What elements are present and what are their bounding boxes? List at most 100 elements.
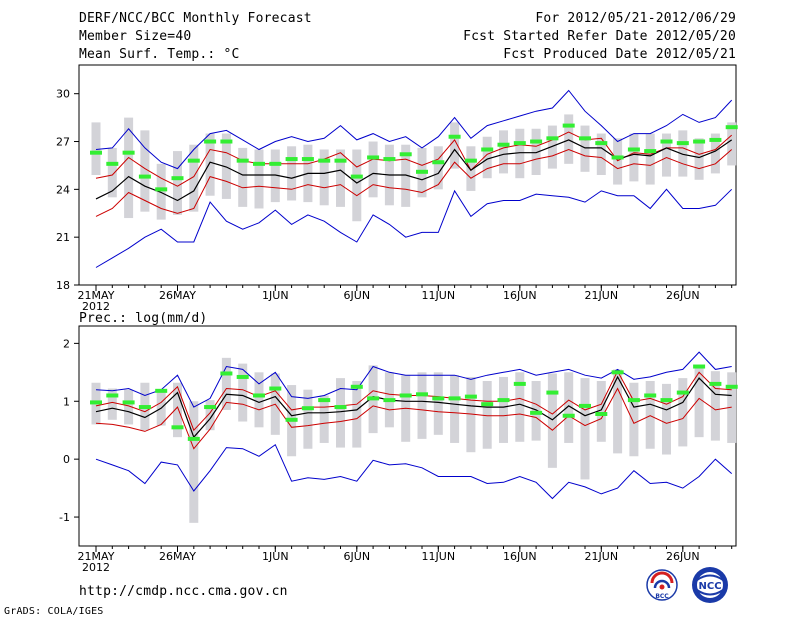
median-marker bbox=[253, 161, 265, 166]
x-tick-label: 16JUN bbox=[503, 550, 537, 563]
refer-date: Fcst Started Refer Date 2012/05/20 bbox=[463, 29, 736, 44]
ensemble-box bbox=[450, 122, 460, 169]
median-marker bbox=[220, 139, 233, 144]
ensemble-box bbox=[645, 381, 655, 449]
ensemble-box bbox=[156, 163, 166, 220]
median-marker bbox=[350, 384, 363, 389]
median-marker bbox=[432, 396, 445, 401]
median-marker bbox=[693, 364, 706, 369]
ensemble-box bbox=[466, 376, 476, 453]
median-marker bbox=[611, 370, 624, 375]
y-tick-label: 18 bbox=[56, 279, 70, 292]
median-marker bbox=[90, 400, 102, 405]
y-tick-label: 0 bbox=[63, 453, 70, 466]
ensemble-box bbox=[221, 133, 231, 199]
median-marker bbox=[155, 187, 168, 192]
ensemble-box bbox=[499, 376, 508, 443]
median-marker bbox=[122, 150, 135, 155]
mean-line bbox=[95, 139, 733, 202]
x-tick-label: 26JUN bbox=[666, 550, 700, 563]
ensemble-box bbox=[727, 372, 737, 443]
y-tick-label: 21 bbox=[56, 231, 70, 244]
median-marker bbox=[416, 169, 428, 174]
ensemble-box bbox=[238, 147, 248, 207]
x-tick-label: 21MAY bbox=[78, 550, 115, 563]
ensemble-box bbox=[352, 381, 362, 448]
ensemble-box bbox=[629, 382, 639, 457]
ensemble-box bbox=[401, 144, 411, 207]
ensemble-box bbox=[482, 381, 492, 449]
ensemble-box bbox=[466, 146, 476, 191]
ensemble-box bbox=[319, 395, 329, 443]
median-marker bbox=[611, 155, 624, 160]
bcc-logo: BCC bbox=[646, 569, 678, 601]
median-marker bbox=[138, 405, 151, 410]
median-marker bbox=[448, 396, 461, 401]
ensemble-box bbox=[205, 400, 215, 431]
x-tick-label: 26JUN bbox=[666, 289, 700, 302]
precip-label: Prec.: log(mm/d) bbox=[79, 311, 208, 326]
median-marker bbox=[383, 398, 396, 403]
x-year-label: 2012 bbox=[82, 300, 110, 313]
q25-line bbox=[95, 387, 732, 450]
max-line bbox=[95, 443, 733, 500]
median-marker bbox=[301, 157, 314, 162]
median-marker bbox=[236, 374, 249, 379]
q75-line bbox=[95, 370, 732, 432]
x-tick-label: 21MAY bbox=[78, 289, 115, 302]
temperature-panel: 18 21 24 27 30 21MAY 26MAY 1JUN 6JUN 11JUN 16JUN 21… bbox=[56, 64, 738, 313]
median-marker bbox=[350, 174, 363, 179]
ensemble-box bbox=[173, 151, 182, 215]
median-marker bbox=[106, 393, 119, 398]
median-marker bbox=[497, 142, 510, 147]
median-marker bbox=[709, 381, 722, 386]
bcc-logo-text: BCC bbox=[655, 593, 669, 600]
median-marker bbox=[546, 390, 559, 395]
ncc-logo: NCC bbox=[692, 567, 728, 603]
median-marker bbox=[399, 393, 412, 398]
ensemble-box bbox=[303, 389, 313, 449]
upper-line bbox=[95, 351, 732, 408]
ensemble-box bbox=[287, 146, 297, 201]
x-tick-label: 11JUN bbox=[422, 550, 456, 563]
ensemble-box bbox=[596, 381, 606, 442]
median-marker bbox=[562, 413, 575, 418]
median-marker bbox=[562, 123, 575, 128]
median-marker bbox=[155, 388, 168, 393]
y-tick-label: -1 bbox=[59, 511, 70, 524]
ensemble-box bbox=[482, 136, 492, 179]
ensemble-box bbox=[336, 378, 345, 448]
ensemble-box bbox=[433, 146, 443, 190]
x-tick-label: 1JUN bbox=[262, 550, 289, 563]
ensemble-box bbox=[580, 378, 590, 480]
y-tick-label: 27 bbox=[56, 136, 70, 149]
median-marker bbox=[464, 158, 477, 163]
ensemble-box bbox=[547, 373, 557, 468]
median-marker bbox=[171, 176, 184, 181]
median-marker bbox=[725, 125, 738, 130]
ensemble-box bbox=[189, 144, 199, 212]
ensemble-box bbox=[678, 130, 688, 177]
ensemble-box bbox=[645, 133, 655, 185]
median-marker bbox=[220, 371, 233, 376]
median-marker bbox=[269, 386, 282, 391]
median-marker bbox=[318, 398, 331, 403]
median-marker bbox=[187, 158, 200, 163]
median-marker bbox=[709, 137, 722, 142]
median-marker bbox=[383, 157, 396, 162]
median-marker bbox=[367, 155, 380, 160]
x-tick-label: 6JUN bbox=[344, 289, 371, 302]
x-tick-label: 11JUN bbox=[422, 289, 456, 302]
median-marker bbox=[513, 141, 526, 146]
ensemble-box bbox=[564, 114, 574, 164]
ensemble-box bbox=[124, 389, 134, 425]
ensemble-box bbox=[173, 382, 182, 438]
median-marker bbox=[285, 157, 298, 162]
median-marker bbox=[106, 161, 119, 166]
ensemble-box bbox=[515, 128, 525, 179]
ensemble-box bbox=[710, 133, 720, 174]
median-marker bbox=[579, 136, 591, 141]
source-url[interactable]: http://cmdp.ncc.cma.gov.cn bbox=[79, 584, 288, 599]
max-line bbox=[95, 188, 733, 268]
